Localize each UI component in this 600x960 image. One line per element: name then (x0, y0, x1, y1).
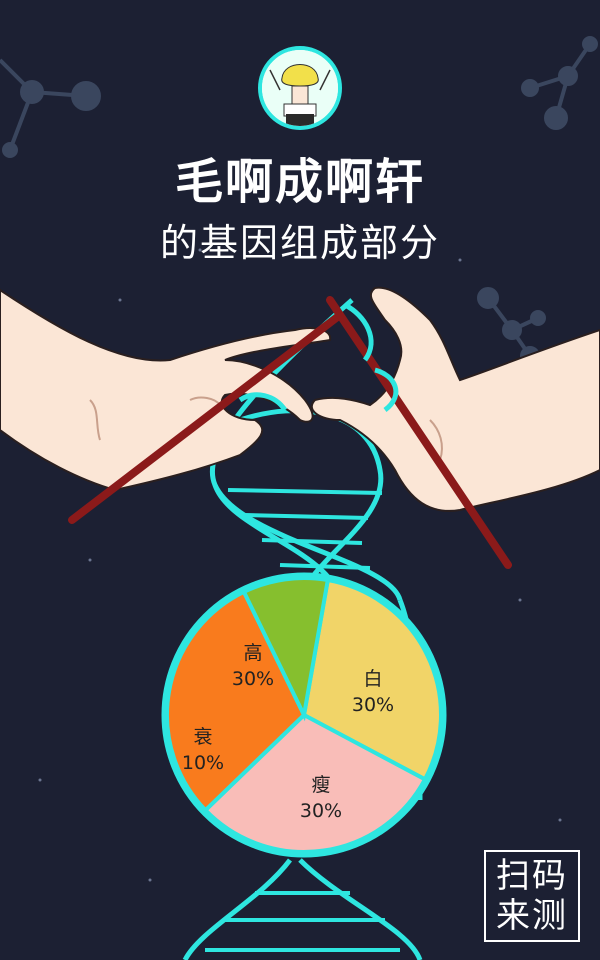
page-subtitle: 的基因组成部分 (159, 221, 440, 265)
dna-rungs (227, 488, 383, 570)
page-title: 毛啊成啊轩 (174, 154, 425, 210)
pie-label-name: 白 (363, 668, 383, 690)
scan-button-line1: 扫码 (496, 856, 568, 896)
pie-label-value: 30% (299, 800, 343, 822)
pie-label-slice-2: 白 30% (328, 666, 418, 718)
molecule-decoration-left (0, 58, 101, 158)
pie-label-slice-4: 衰 10% (158, 724, 248, 776)
pie-slice-1 (301, 577, 443, 783)
pie-slice-4 (241, 576, 331, 722)
pie-label-name: 衰 (193, 726, 213, 748)
pie-chart (165, 576, 443, 854)
pie-label-name: 瘦 (311, 774, 331, 796)
right-hand (310, 286, 600, 512)
avatar (258, 46, 342, 130)
pie-label-slice-3: 瘦 30% (276, 772, 366, 824)
yarn-loops (238, 302, 399, 412)
molecule-decoration-right (521, 36, 598, 130)
pie-label-value: 10% (181, 752, 225, 774)
scan-button-line2: 来测 (496, 896, 568, 936)
pie-slice-2 (202, 712, 428, 854)
knitting-needles (68, 296, 512, 569)
scan-to-test-button[interactable]: 扫码 来测 (484, 850, 580, 942)
pie-label-value: 30% (231, 668, 275, 690)
pie-label-name: 高 (243, 642, 263, 664)
avatar-illustration (262, 50, 338, 126)
pie-label-value: 30% (351, 694, 395, 716)
left-hand (0, 288, 332, 492)
pie-label-slice-1: 高 30% (208, 640, 298, 692)
pie-ring (161, 572, 447, 858)
